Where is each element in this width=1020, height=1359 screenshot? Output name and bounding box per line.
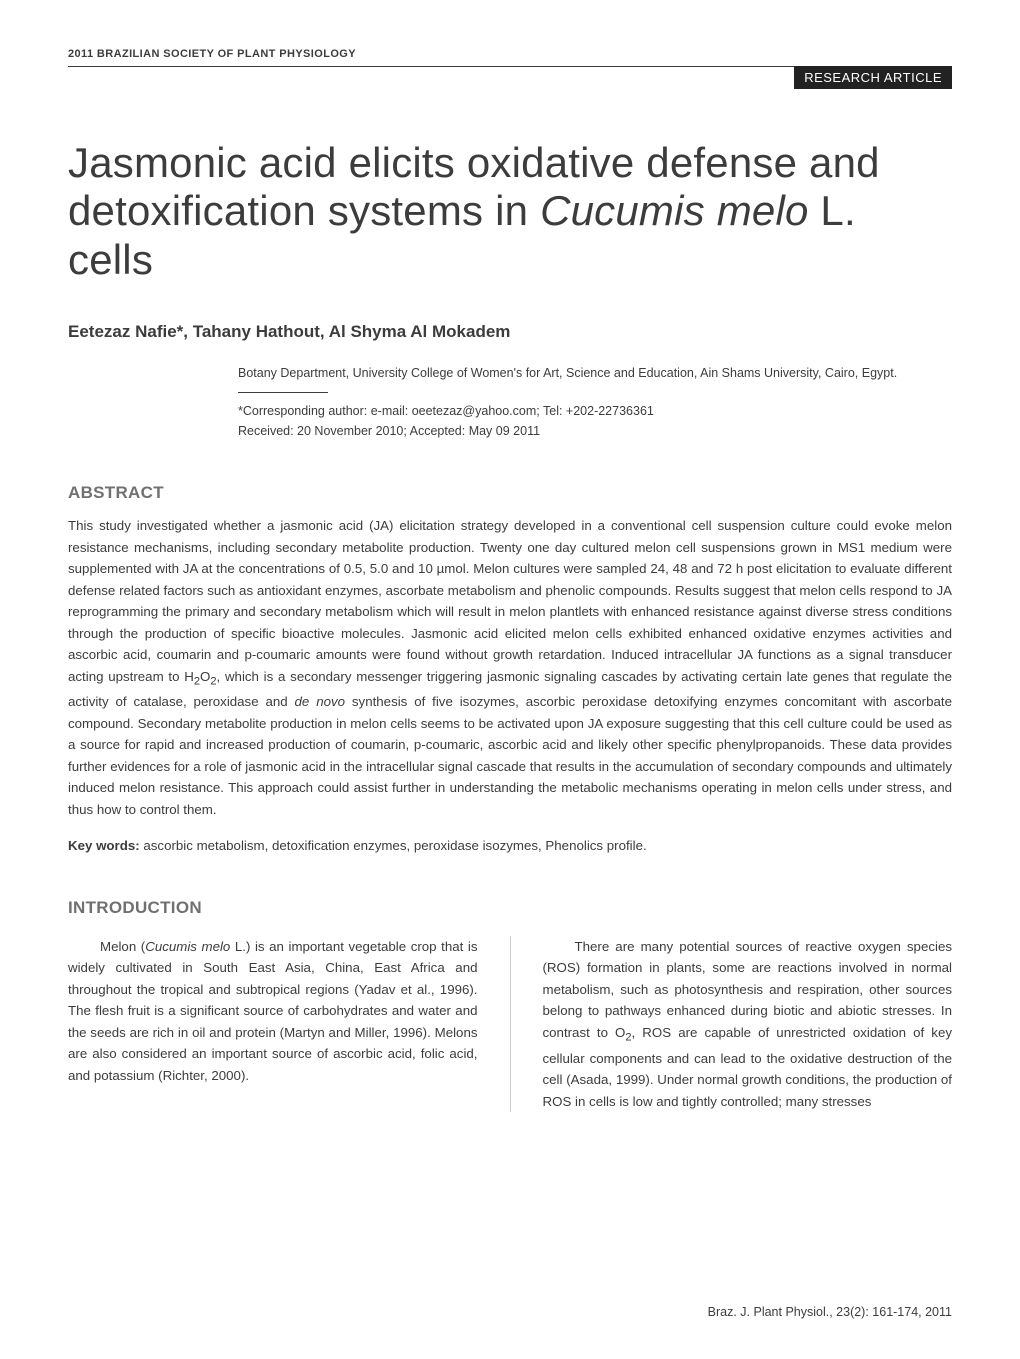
intro-columns: Melon (Cucumis melo L.) is an important … xyxy=(68,936,952,1112)
page: 2011 BRAZILIAN SOCIETY OF PLANT PHYSIOLO… xyxy=(0,0,1020,1359)
affil-rule xyxy=(238,392,328,393)
article-type-label: RESEARCH ARTICLE xyxy=(794,66,952,89)
affiliation-block: Botany Department, University College of… xyxy=(238,364,938,441)
keywords-label: Key words: xyxy=(68,838,140,853)
keywords: Key words: ascorbic metabolism, detoxifi… xyxy=(68,835,952,856)
corresponding-author: *Corresponding author: e-mail: oeetezaz@… xyxy=(238,401,938,421)
title-text-italic: Cucumis melo xyxy=(540,187,808,234)
abstract-text-1: This study investigated whether a jasmon… xyxy=(68,518,952,684)
abstract-italic: de novo xyxy=(295,694,346,709)
intro-left-pre: Melon ( xyxy=(100,939,145,954)
intro-column-right: There are many potential sources of reac… xyxy=(543,936,953,1112)
author-list: Eetezaz Nafie*, Tahany Hathout, Al Shyma… xyxy=(68,322,952,342)
intro-left-post: L.) is an important vegetable crop that … xyxy=(68,939,478,1083)
article-title: Jasmonic acid elicits oxidative defense … xyxy=(68,139,952,284)
page-footer: Braz. J. Plant Physiol., 23(2): 161-174,… xyxy=(708,1305,952,1319)
received-dates: Received: 20 November 2010; Accepted: Ma… xyxy=(238,421,938,441)
introduction-heading: INTRODUCTION xyxy=(68,898,952,918)
abstract-text-3: synthesis of five isozymes, ascorbic per… xyxy=(68,694,952,817)
abstract-body: This study investigated whether a jasmon… xyxy=(68,515,952,821)
abstract-heading: ABSTRACT xyxy=(68,483,952,503)
running-head: 2011 BRAZILIAN SOCIETY OF PLANT PHYSIOLO… xyxy=(68,48,952,60)
abstract-mid-1: O xyxy=(200,669,210,684)
keywords-text: ascorbic metabolism, detoxification enzy… xyxy=(140,838,647,853)
intro-column-left: Melon (Cucumis melo L.) is an important … xyxy=(68,936,478,1112)
affiliation: Botany Department, University College of… xyxy=(238,364,938,382)
intro-left-italic: Cucumis melo xyxy=(145,939,230,954)
column-separator xyxy=(510,936,511,1112)
